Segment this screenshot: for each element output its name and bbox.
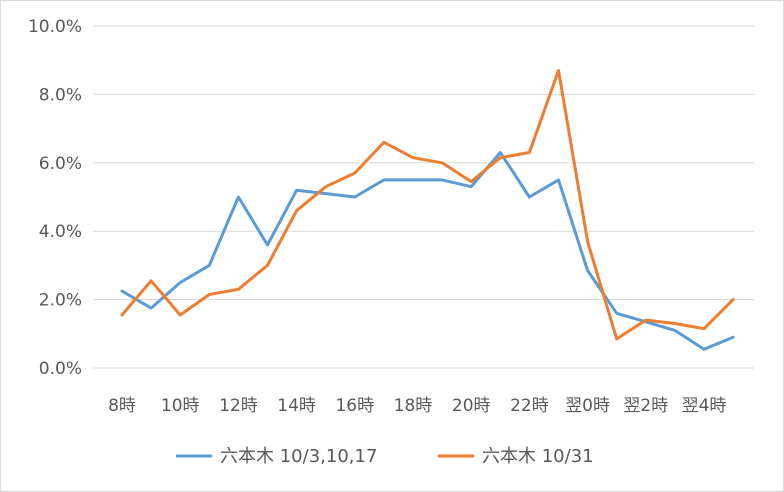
x-tick-label: 20時	[452, 396, 491, 416]
y-tick-label: 4.0%	[39, 222, 82, 242]
legend-label-1: 六本木 10/3,10,17	[220, 446, 377, 467]
y-tick-label: 10.0%	[28, 17, 82, 37]
x-tick-label: 8時	[108, 396, 136, 416]
x-tick-label: 12時	[219, 396, 258, 416]
series-line-2	[120, 69, 735, 341]
y-tick-label: 6.0%	[39, 154, 82, 174]
series-line-1	[120, 151, 735, 351]
x-tick-label: 翌0時	[565, 396, 610, 416]
series-lines	[120, 69, 735, 351]
x-tick-label: 16時	[335, 396, 374, 416]
x-tick-label: 10時	[161, 396, 200, 416]
y-axis-tick-labels: 0.0% 2.0% 4.0% 6.0% 8.0% 10.0%	[28, 17, 82, 379]
y-tick-label: 8.0%	[39, 85, 82, 105]
x-tick-label: 18時	[394, 396, 433, 416]
x-axis-tick-labels: 8時 10時 12時 14時 16時 18時 20時 22時 翌0時 翌2時 翌4時	[108, 396, 726, 416]
x-tick-label: 14時	[277, 396, 316, 416]
legend-label-2: 六本木 10/31	[482, 446, 594, 467]
y-tick-label: 2.0%	[39, 291, 82, 311]
legend: 六本木 10/3,10,17 六本木 10/31	[176, 446, 594, 467]
y-tick-label: 0.0%	[39, 359, 82, 379]
gridlines	[93, 25, 754, 369]
x-tick-label: 翌2時	[623, 396, 668, 416]
x-tick-label: 22時	[510, 396, 549, 416]
x-tick-label: 翌4時	[682, 396, 727, 416]
